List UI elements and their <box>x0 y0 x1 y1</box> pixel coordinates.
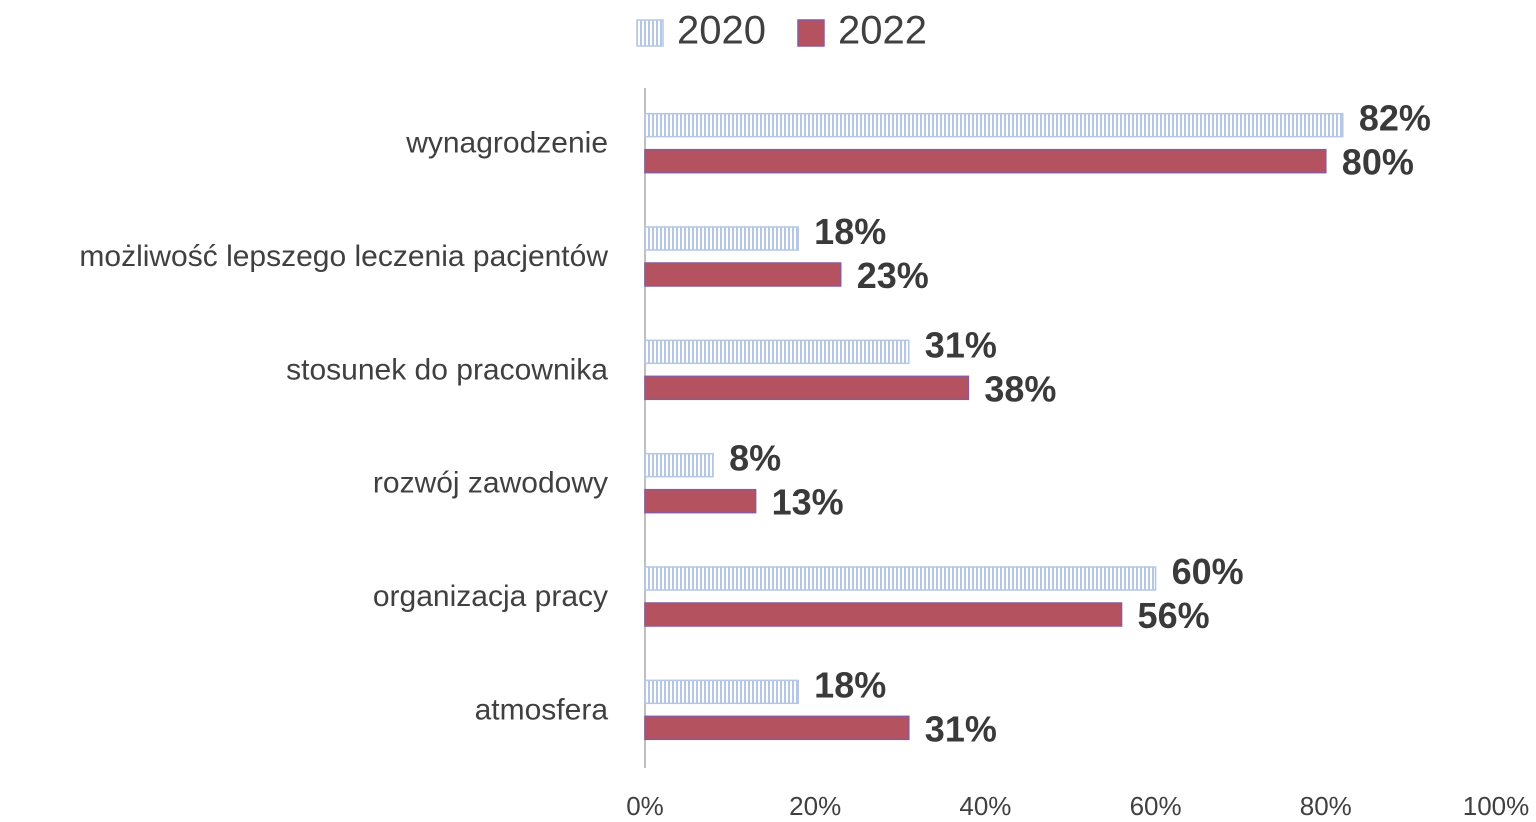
bar <box>644 715 910 741</box>
legend-label: 2022 <box>838 9 927 53</box>
value-label: 18% <box>814 664 886 705</box>
legend-swatch <box>797 19 825 47</box>
bar <box>644 488 757 514</box>
bar <box>644 375 970 401</box>
bar <box>644 226 799 251</box>
value-label: 60% <box>1172 551 1244 592</box>
bar <box>644 339 910 365</box>
category-label: rozwój zawodowy <box>373 467 608 500</box>
x-tick-label: 60% <box>1130 791 1182 821</box>
category-label: organizacja pracy <box>373 580 608 613</box>
bar <box>644 679 799 705</box>
x-tick-label: 100% <box>1463 791 1530 821</box>
x-tick-label: 0% <box>626 791 664 821</box>
bar <box>644 112 1344 138</box>
value-label: 31% <box>925 324 997 365</box>
legend-label: 2020 <box>677 9 766 53</box>
value-label: 18% <box>814 211 886 252</box>
x-tick-label: 20% <box>789 791 841 821</box>
x-tick-label: 80% <box>1300 791 1352 821</box>
value-label: 38% <box>984 368 1056 409</box>
legend-swatch <box>636 19 664 47</box>
category-label: możliwość lepszego leczenia pacjentów <box>79 240 608 273</box>
value-label: 80% <box>1342 142 1414 183</box>
bar <box>644 148 1327 174</box>
category-label: atmosfera <box>475 693 609 726</box>
value-label: 56% <box>1138 595 1210 636</box>
category-label: wynagrodzenie <box>405 127 608 160</box>
bar <box>644 452 714 478</box>
bar <box>644 602 1123 627</box>
value-label: 82% <box>1359 98 1431 139</box>
x-tick-label: 40% <box>959 791 1011 821</box>
category-label: stosunek do pracownika <box>286 353 608 386</box>
bar <box>644 566 1157 591</box>
bar <box>644 262 842 287</box>
value-label: 23% <box>857 255 929 296</box>
value-label: 13% <box>772 482 844 523</box>
value-label: 31% <box>925 708 997 749</box>
value-label: 8% <box>729 438 781 479</box>
